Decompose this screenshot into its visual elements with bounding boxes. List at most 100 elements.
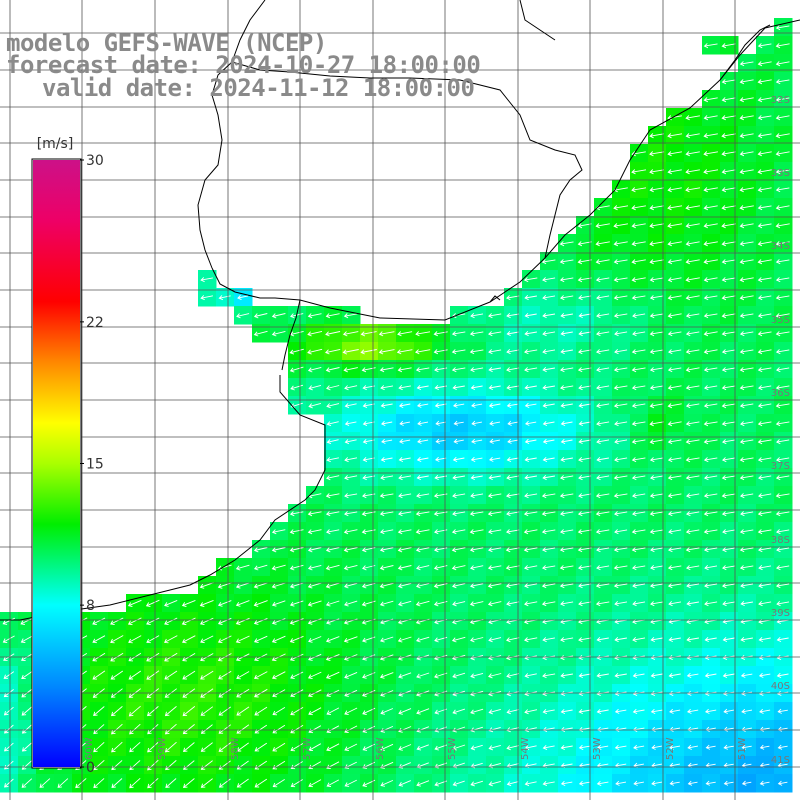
wind-arrow	[541, 493, 556, 499]
wind-arrow	[649, 349, 664, 355]
wind-arrow	[758, 475, 772, 481]
wind-arrow	[415, 349, 431, 355]
wind-arrow	[253, 635, 268, 643]
wind-arrow	[775, 511, 790, 517]
wind-arrow	[325, 493, 340, 499]
wind-arrow	[380, 456, 393, 463]
wind-arrow	[759, 780, 770, 786]
wind-arrow	[596, 547, 610, 553]
wind-arrow	[560, 529, 574, 535]
wind-arrow	[542, 330, 556, 337]
wind-arrow	[596, 708, 609, 715]
wind-arrow	[685, 151, 700, 157]
wind-arrow	[650, 564, 664, 571]
wind-arrow	[398, 493, 412, 499]
wind-arrow	[577, 367, 592, 373]
wind-arrow	[704, 601, 718, 607]
wind-arrow	[667, 367, 682, 373]
colorbar-tick-label: 8	[86, 598, 95, 614]
colorbar-tick-label: 30	[86, 153, 104, 169]
wind-arrow	[776, 367, 790, 373]
wind-arrow	[703, 439, 718, 445]
wind-arrow	[488, 331, 502, 337]
wind-arrow	[721, 241, 736, 247]
wind-arrow	[560, 330, 573, 337]
wind-arrow	[721, 403, 736, 409]
wind-arrow	[703, 493, 718, 499]
wind-arrow	[721, 187, 736, 193]
wind-arrow	[487, 601, 502, 607]
wind-arrow	[236, 760, 249, 770]
wind-arrow	[775, 421, 790, 427]
wind-arrow	[703, 133, 718, 139]
wind-arrow	[93, 724, 105, 735]
wind-arrow	[487, 565, 502, 571]
wind-arrow	[325, 547, 340, 553]
wind-arrow	[505, 565, 520, 571]
wind-arrow	[685, 133, 700, 139]
wind-arrow	[631, 529, 646, 535]
wind-arrow	[776, 529, 790, 535]
wind-arrow	[703, 367, 718, 373]
wind-arrow	[703, 295, 718, 301]
wind-arrow	[289, 529, 304, 535]
wind-arrow	[343, 636, 358, 643]
wind-arrow	[596, 565, 610, 571]
wind-arrow	[577, 241, 592, 247]
border-line	[197, 61, 233, 269]
wind-arrow	[397, 367, 412, 373]
wind-arrow	[344, 671, 358, 679]
wind-arrow	[433, 331, 448, 337]
wind-arrow	[685, 223, 700, 229]
wind-arrow	[595, 601, 610, 607]
wind-arrow	[559, 493, 574, 499]
wind-arrow	[649, 403, 664, 409]
wind-arrow	[451, 529, 466, 535]
wind-arrow	[721, 421, 736, 427]
wind-arrow	[146, 617, 160, 626]
wind-arrow	[757, 277, 772, 283]
wind-arrow	[775, 97, 790, 103]
wind-arrow	[452, 511, 466, 517]
longitude-label: 56W	[375, 737, 386, 760]
wind-arrow	[632, 600, 646, 607]
wind-arrow	[182, 706, 196, 717]
wind-arrow	[686, 636, 699, 643]
wind-arrow	[542, 312, 556, 319]
wind-arrow	[739, 565, 754, 571]
wind-arrow	[667, 223, 683, 229]
wind-arrow	[776, 583, 790, 589]
wind-arrow	[111, 778, 123, 789]
wind-arrow	[776, 672, 789, 679]
wind-arrow	[775, 295, 790, 301]
wind-arrow	[704, 385, 718, 391]
wind-arrow	[507, 438, 519, 444]
wind-arrow	[92, 617, 106, 625]
wind-arrow	[344, 475, 358, 481]
wind-arrow	[631, 169, 647, 175]
wind-arrow	[757, 331, 772, 337]
wind-arrow	[469, 547, 484, 553]
wind-arrow	[379, 511, 394, 517]
wind-arrow	[307, 313, 322, 319]
wind-arrow	[525, 420, 537, 426]
latitude-label: 38S	[771, 535, 790, 546]
wind-arrow	[687, 708, 699, 714]
wind-arrow	[613, 583, 628, 589]
wind-arrow	[416, 456, 429, 463]
wind-arrow	[506, 330, 519, 337]
wind-arrow	[703, 187, 718, 193]
wind-arrow	[613, 277, 628, 283]
wind-arrow	[272, 724, 286, 734]
wind-arrow	[578, 438, 591, 445]
wind-arrow	[739, 151, 754, 157]
wind-arrow	[524, 367, 538, 373]
wind-arrow	[740, 511, 754, 517]
wind-arrow	[344, 600, 358, 607]
wind-arrow	[57, 778, 69, 788]
wind-arrow	[344, 385, 358, 391]
wind-arrow	[595, 241, 610, 247]
wind-arrow	[775, 25, 790, 31]
wind-arrow	[452, 474, 465, 481]
